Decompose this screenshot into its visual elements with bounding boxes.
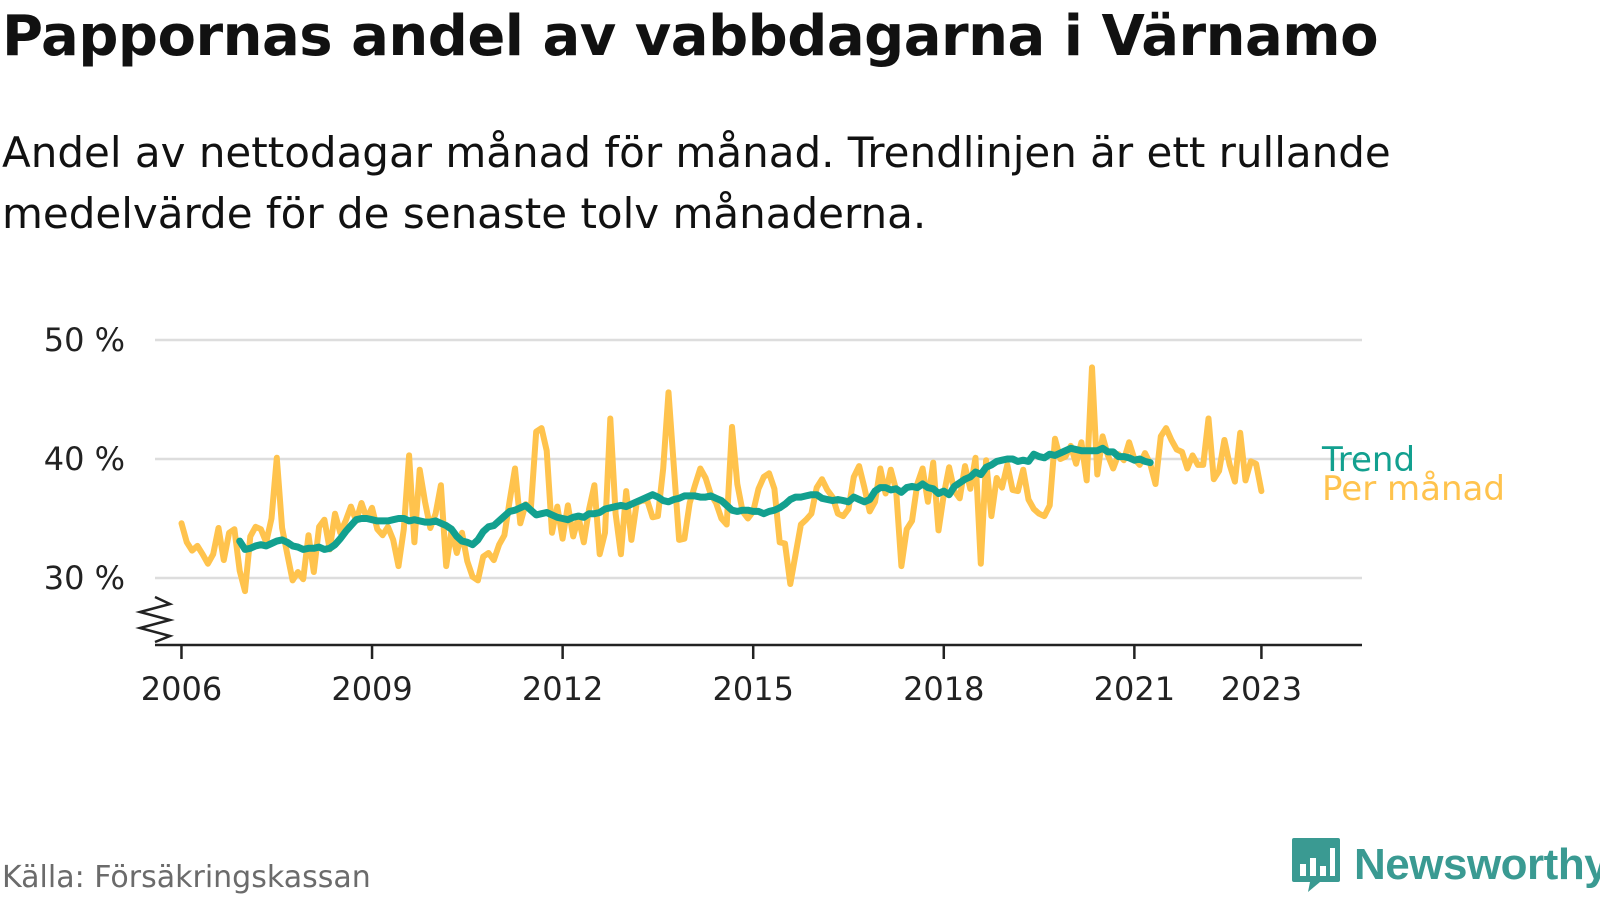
- x-axis: [135, 595, 1362, 647]
- x-tick-label: 2015: [712, 670, 793, 708]
- axis-break-icon: [135, 595, 175, 644]
- x-tick-label: 2021: [1094, 670, 1175, 708]
- series-label-trend: Trend: [1321, 440, 1415, 480]
- newsworthy-logo[interactable]: Newsworthy: [1290, 836, 1600, 894]
- x-tick-label: 2023: [1221, 670, 1302, 708]
- series-lines: [178, 364, 1265, 595]
- line-chart: 30 % 40 % 50 % 2006 2009 2012 2015 2018 2021 202…: [44, 321, 1505, 708]
- y-tick-label: 30 %: [44, 559, 125, 597]
- trend-line: [236, 444, 1154, 553]
- bar-chart-chat-icon: [1292, 838, 1340, 892]
- chart-title: Pappornas andel av vabbdagarna i Värnamo: [2, 4, 1379, 69]
- chart-subtitle: Andel av nettodagar månad för månad. Tre…: [2, 128, 1391, 238]
- y-tick-label: 50 %: [44, 321, 125, 359]
- x-tick-label: 2006: [141, 670, 222, 708]
- x-tick-label: 2012: [522, 670, 603, 708]
- monthly-line: [178, 364, 1265, 595]
- x-tick-label: 2018: [903, 670, 984, 708]
- x-tick-label: 2009: [331, 670, 412, 708]
- brand-name: Newsworthy: [1354, 840, 1600, 889]
- x-axis-ticks: 2006 2009 2012 2015 2018 2021 2023: [141, 645, 1302, 708]
- y-tick-label: 40 %: [44, 440, 125, 478]
- y-axis: 30 % 40 % 50 %: [44, 321, 125, 597]
- series-label-monthly: Per månad: [1322, 469, 1505, 509]
- source-note: Källa: Försäkringskassan: [2, 860, 371, 895]
